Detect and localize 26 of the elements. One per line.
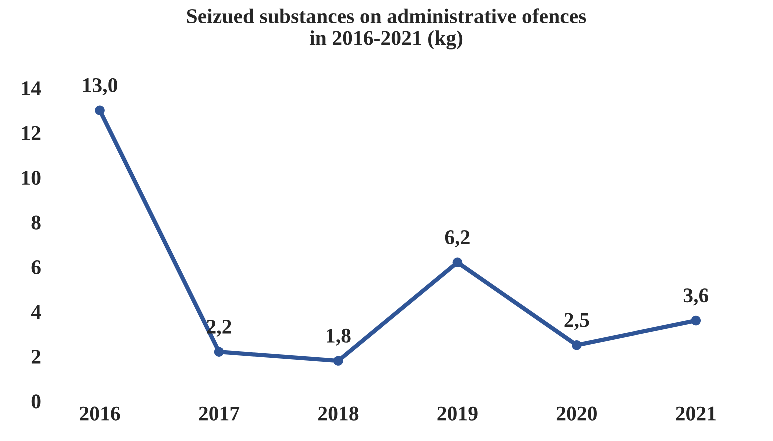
y-tick-label: 6 bbox=[32, 260, 41, 275]
y-tick-label: 8 bbox=[32, 216, 41, 230]
data-label: 6,2 bbox=[445, 230, 470, 248]
data-label: 3,6 bbox=[684, 288, 709, 306]
data-label: 13,0 bbox=[83, 78, 118, 96]
y-tick-label: 0 bbox=[32, 394, 41, 409]
x-tick-label: 2018 bbox=[318, 406, 359, 421]
y-tick-label: 2 bbox=[32, 350, 41, 364]
x-tick-label: 2016 bbox=[80, 406, 120, 421]
y-tick-label: 14 bbox=[22, 82, 42, 96]
x-tick-label: 2019 bbox=[438, 406, 478, 421]
x-tick-label: 2021 bbox=[676, 406, 716, 421]
point bbox=[452, 258, 463, 268]
x-tick-label: 2020 bbox=[556, 406, 597, 421]
chart-title: Seizued substances on administrative ofences in 2016-2021 (kg) bbox=[187, 8, 586, 50]
x-tick-label: 2017 bbox=[199, 406, 240, 421]
y-tick-label: 4 bbox=[31, 305, 42, 320]
y-tick-label: 12 bbox=[22, 126, 41, 140]
data-label: 1,8 bbox=[327, 328, 351, 346]
point bbox=[572, 340, 582, 350]
point bbox=[214, 347, 224, 357]
y-tick-label: 10 bbox=[22, 171, 41, 186]
point bbox=[334, 356, 344, 366]
point bbox=[691, 316, 702, 326]
data-label: 2,5 bbox=[564, 313, 590, 330]
point bbox=[95, 106, 105, 116]
